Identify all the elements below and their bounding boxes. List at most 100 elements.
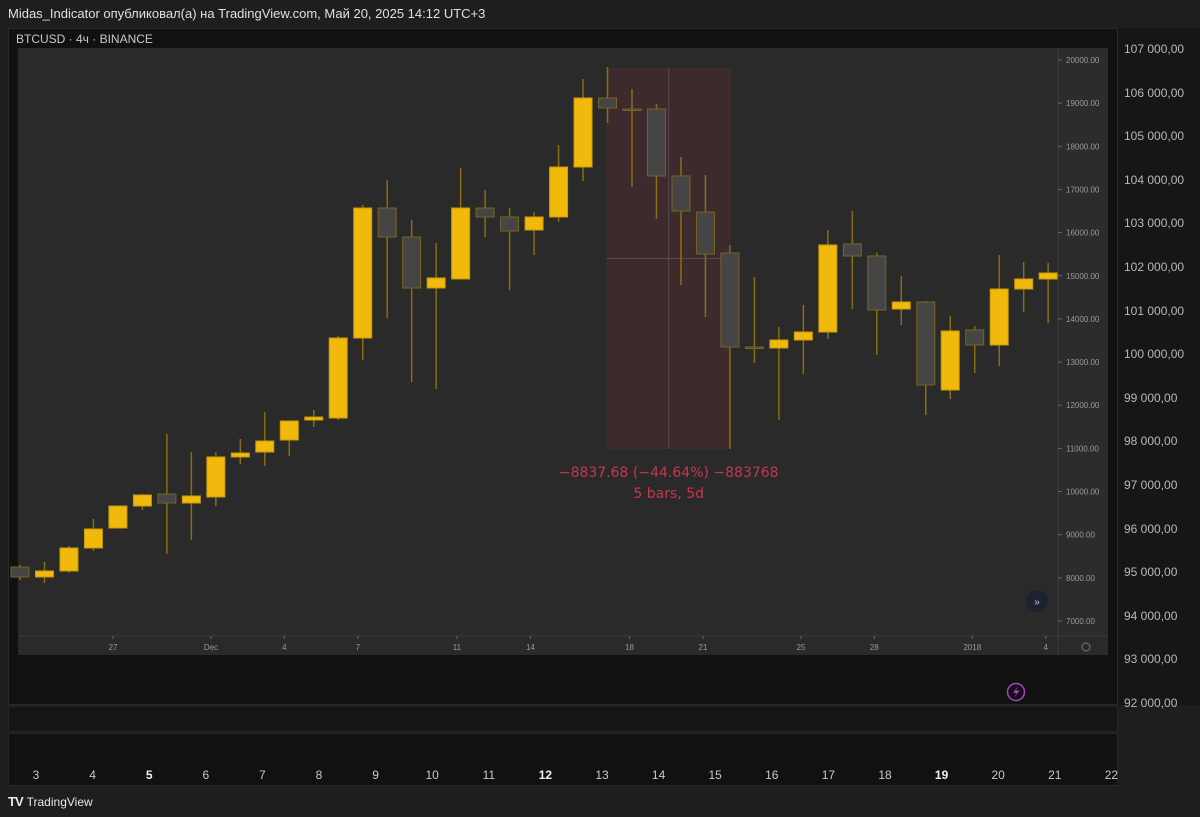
footer-brand: TradingView (26, 794, 93, 809)
candle (720, 244, 740, 449)
candle-body-up (549, 166, 569, 218)
price-label: 104 000,00 (1124, 172, 1185, 187)
price-label: 106 000,00 (1124, 85, 1185, 100)
date-label: 18 (878, 768, 892, 782)
candle (34, 562, 54, 584)
inner-price-label: 10000.00 (1066, 488, 1100, 497)
inner-time-label: 4 (282, 643, 287, 652)
candle-body-up (83, 528, 103, 549)
date-label: 6 (202, 768, 210, 782)
inner-time-label: 14 (526, 643, 535, 652)
candle-body-up (573, 97, 593, 168)
candle (157, 433, 177, 554)
date-label: 21 (1048, 768, 1062, 782)
candle-body-up (328, 337, 348, 419)
candle-body-up (891, 301, 911, 310)
date-label: 15 (708, 768, 722, 782)
tradingview-logo[interactable]: TV TradingView (8, 794, 93, 809)
tradingview-logo-icon: TV (8, 794, 24, 809)
price-label: 97 000,00 (1124, 478, 1178, 492)
scroll-right-button[interactable]: » (1026, 590, 1048, 612)
date-label: 17 (821, 768, 836, 782)
candle-body-up (108, 505, 128, 529)
candle-body-down (598, 97, 618, 109)
candle-body-down (377, 207, 397, 238)
candle-body-down (720, 252, 740, 348)
date-label: 11 (482, 768, 496, 782)
date-label: 10 (425, 768, 439, 782)
candle-body-up (181, 495, 201, 504)
candle (59, 545, 79, 574)
candle-body-up (206, 456, 226, 498)
inner-time-label: 18 (625, 643, 634, 652)
inner-time-label: 28 (870, 643, 879, 652)
candle-body-up (132, 494, 152, 507)
date-label: 9 (372, 768, 379, 782)
inner-time-label: 21 (699, 643, 708, 652)
candle-body-up (34, 570, 54, 578)
inner-price-label: 8000.00 (1066, 574, 1095, 583)
time-axis-pane[interactable] (8, 733, 1118, 786)
double-chevron-right-icon: » (1034, 597, 1040, 608)
candle-body-down (842, 243, 862, 257)
inner-price-label: 19000.00 (1066, 99, 1100, 108)
candle-body-down (646, 108, 666, 177)
date-label: 4 (89, 768, 96, 782)
candle (916, 300, 936, 415)
candle (230, 438, 250, 465)
price-label: 101 000,00 (1124, 303, 1185, 318)
price-label: 96 000,00 (1124, 521, 1178, 536)
candle-body-up (304, 416, 324, 421)
date-label: 13 (595, 768, 609, 782)
inner-time-label: 4 (1043, 643, 1048, 652)
candle (108, 505, 128, 529)
candle (793, 305, 813, 375)
candle (353, 204, 373, 360)
inner-price-label: 18000.00 (1066, 142, 1100, 151)
measure-label-change: −8837.68 (−44.64%) −883768 (559, 465, 779, 481)
lightning-icon[interactable] (1006, 682, 1026, 702)
outer-price-axis[interactable]: 107 000,00 106 000,00 105 000,00 104 000,00… (1118, 28, 1200, 710)
inner-price-axis (1058, 48, 1108, 636)
inner-price-label: 9000.00 (1066, 531, 1095, 540)
candle (744, 277, 764, 363)
candle-body-down (157, 493, 177, 504)
candle-body-up (353, 207, 373, 339)
symbol-title: BTCUSD · 4ч · BINANCE (16, 32, 153, 46)
candle (940, 316, 960, 399)
inner-price-label: 17000.00 (1066, 185, 1100, 194)
candle (402, 220, 422, 382)
inner-price-label: 7000.00 (1066, 617, 1095, 626)
candle (891, 276, 911, 325)
publication-header: Midas_Indicator опубликовал(а) на Tradin… (8, 6, 486, 21)
candle (451, 168, 471, 280)
indicator-pane (8, 706, 1118, 732)
candle-body-up (451, 207, 471, 280)
candle (549, 145, 569, 222)
candle-body-up (426, 277, 446, 289)
inner-time-label: 25 (796, 643, 805, 652)
candle-body-up (793, 331, 813, 341)
candle (646, 104, 666, 220)
candle-body-down (744, 346, 764, 349)
candle (279, 420, 299, 456)
candle-body-up (279, 420, 299, 441)
candle (304, 409, 324, 427)
candle (377, 180, 397, 318)
date-label: 5 (145, 768, 153, 782)
date-label: 7 (259, 768, 266, 782)
candle (573, 78, 593, 181)
inner-time-label: 11 (453, 643, 462, 652)
inner-price-label: 13000.00 (1066, 358, 1100, 367)
candle (1038, 262, 1058, 323)
price-label: 98 000,00 (1124, 434, 1178, 449)
inner-price-label: 20000.00 (1066, 56, 1100, 65)
candle-body-down (867, 255, 887, 311)
candle-body-down (475, 207, 495, 218)
candle (1014, 261, 1034, 312)
candle-body-up (1038, 272, 1058, 280)
candle (769, 327, 789, 421)
inner-time-label: 2018 (963, 643, 981, 652)
gear-icon[interactable] (1081, 642, 1091, 652)
